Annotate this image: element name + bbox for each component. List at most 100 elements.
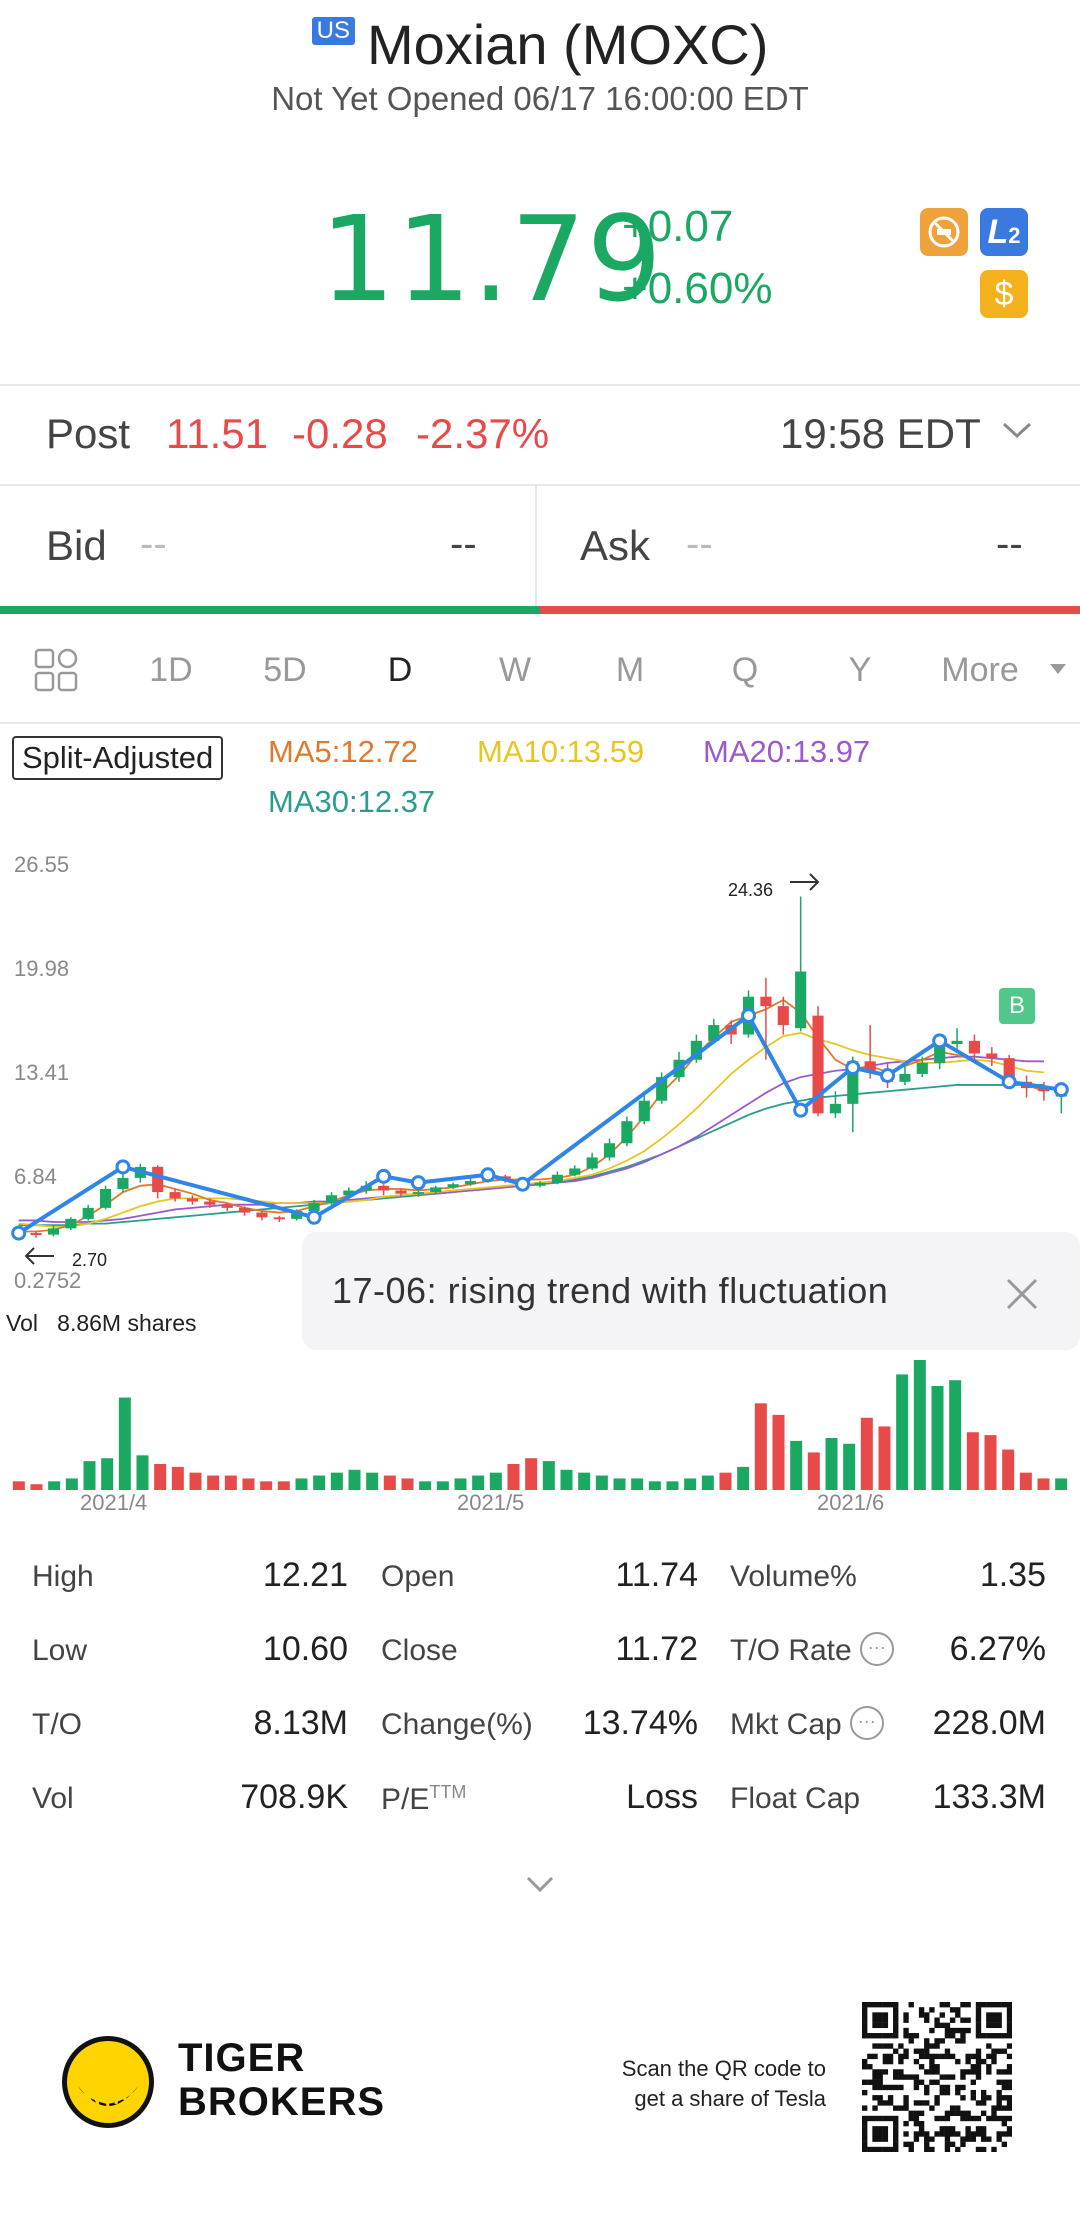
- stat-value: 13.74%: [582, 1704, 698, 1742]
- qr-module: [934, 2017, 940, 2023]
- pattern-tooltip[interactable]: 17-06: rising trend with fluctuation: [302, 1232, 1080, 1350]
- trend-point: [845, 1060, 861, 1076]
- x-tick: 2021/5: [457, 1490, 525, 1515]
- qr-code-icon[interactable]: [862, 2002, 1012, 2152]
- post-label: Post: [46, 410, 131, 457]
- qr-module: [996, 2022, 1002, 2029]
- qr-module: [918, 2120, 925, 2127]
- qr-module: [893, 2027, 899, 2034]
- qr-module: [882, 2084, 889, 2091]
- qr-module: [996, 2089, 1002, 2096]
- post-time[interactable]: 19:58 EDT: [780, 410, 981, 457]
- chevron-down-icon[interactable]: [1000, 410, 1034, 459]
- qr-module: [965, 2069, 971, 2075]
- qr-module: [862, 2002, 868, 2008]
- qr-module: [893, 2126, 899, 2132]
- qr-module: [996, 2002, 1002, 2008]
- info-icon[interactable]: ···: [859, 1632, 894, 1667]
- price-change-pct: +0.60%: [622, 264, 773, 313]
- qr-module: [918, 2126, 925, 2132]
- candlestick-chart[interactable]: [0, 840, 1080, 1520]
- bid-price: --: [140, 522, 167, 566]
- qr-module: [903, 2053, 909, 2060]
- dollar-icon[interactable]: $: [980, 270, 1028, 318]
- candle-body: [847, 1061, 859, 1104]
- qr-module: [882, 2043, 889, 2049]
- volume-bar: [48, 1481, 61, 1490]
- expand-chevron-icon[interactable]: [516, 1870, 564, 1900]
- tab-m[interactable]: M: [615, 651, 645, 689]
- candle-body: [186, 1198, 199, 1202]
- qr-module: [944, 2089, 951, 2096]
- qr-module: [898, 2105, 904, 2111]
- qr-module: [887, 2053, 894, 2060]
- qr-module: [872, 2126, 878, 2132]
- volume-bar: [277, 1481, 290, 1490]
- tab-y[interactable]: Y: [848, 651, 872, 689]
- qr-module: [903, 2048, 909, 2054]
- qr-module: [893, 2033, 899, 2039]
- qr-module: [944, 2126, 951, 2132]
- qr-module: [980, 2131, 987, 2137]
- qr-module: [949, 2141, 956, 2148]
- tab-5d[interactable]: 5D: [263, 651, 307, 689]
- split-adjusted-toggle[interactable]: Split-Adjusted: [12, 736, 224, 780]
- qr-module: [960, 2027, 966, 2034]
- candle-body: [916, 1062, 928, 1074]
- candle-body: [447, 1184, 459, 1188]
- qr-module: [960, 2110, 966, 2116]
- qr-module: [1001, 2120, 1008, 2127]
- qr-module: [1001, 2105, 1008, 2111]
- no-margin-icon[interactable]: [920, 208, 968, 256]
- y-tick: 6.84: [14, 1164, 57, 1189]
- caret-down-icon[interactable]: [1048, 662, 1068, 681]
- trend-line: [17, 1013, 1062, 1235]
- qr-module: [986, 2022, 992, 2029]
- volume-bar: [966, 1432, 979, 1490]
- qr-module: [970, 2069, 976, 2075]
- volume-bar: [737, 1466, 750, 1490]
- tab-more[interactable]: More: [941, 651, 1019, 689]
- qr-module: [1006, 2043, 1012, 2049]
- qr-module: [960, 2038, 966, 2044]
- qr-module: [903, 2074, 909, 2080]
- qr-module: [862, 2012, 868, 2018]
- qr-module: [893, 2074, 899, 2080]
- close-icon[interactable]: [1002, 1260, 1042, 1325]
- volume-bar: [101, 1458, 114, 1490]
- arrow-left-icon: [22, 1244, 56, 1273]
- tab-w[interactable]: W: [498, 651, 532, 689]
- qr-module: [877, 2136, 883, 2142]
- qr-module: [970, 2053, 976, 2060]
- divider: [535, 486, 537, 606]
- qr-module: [913, 2084, 920, 2091]
- qr-module: [903, 2017, 909, 2023]
- qr-module: [960, 2084, 966, 2091]
- l2-icon[interactable]: L2: [980, 208, 1028, 256]
- candle-body: [534, 1182, 546, 1186]
- qr-module: [913, 2033, 920, 2039]
- trend-point: [1053, 1082, 1069, 1098]
- qr-module: [965, 2115, 971, 2122]
- qr-module: [929, 2058, 935, 2065]
- volume-bar: [1002, 1449, 1015, 1490]
- qr-module: [980, 2136, 987, 2142]
- market-status: Not Yet Opened 06/17 16:00:00 EDT: [271, 80, 809, 117]
- buy-signal-badge[interactable]: B: [999, 988, 1035, 1024]
- candle-body: [117, 1177, 129, 1189]
- tab-1d[interactable]: 1D: [149, 651, 193, 689]
- candle-body: [256, 1212, 268, 1218]
- qr-module: [939, 2115, 945, 2122]
- qr-module: [980, 2058, 987, 2065]
- qr-module: [872, 2136, 878, 2142]
- qr-module: [996, 2079, 1002, 2085]
- info-icon[interactable]: ···: [849, 1706, 884, 1741]
- candle-body: [291, 1211, 303, 1219]
- qr-module: [1006, 2002, 1012, 2008]
- tab-q[interactable]: Q: [731, 651, 759, 689]
- bid-volume: --: [450, 522, 477, 566]
- grid-icon[interactable]: [34, 648, 78, 692]
- tab-d[interactable]: D: [387, 651, 413, 689]
- qr-module: [893, 2002, 899, 2008]
- stat-label: Mkt Cap ···: [730, 1706, 884, 1743]
